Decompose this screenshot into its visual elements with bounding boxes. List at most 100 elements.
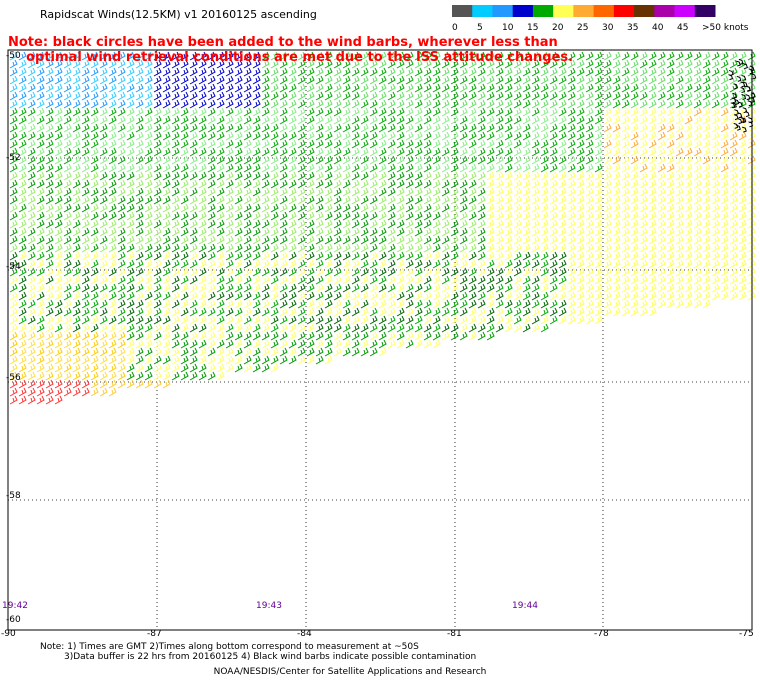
- wind-barb: [117, 235, 126, 245]
- wind-barb: [468, 91, 477, 101]
- wind-barb: [252, 67, 261, 77]
- wind-barb: [153, 163, 162, 173]
- wind-barb: [36, 131, 45, 141]
- wind-barb: [72, 163, 81, 173]
- wind-barb: [414, 267, 423, 277]
- wind-barb: [360, 123, 369, 133]
- wind-barb: [261, 91, 270, 101]
- wind-barb: [513, 299, 522, 309]
- wind-barb: [162, 227, 171, 237]
- wind-barb: [297, 219, 306, 229]
- wind-barb: [720, 147, 729, 157]
- wind-barb: [189, 299, 198, 309]
- wind-barb: [45, 227, 54, 237]
- wind-barb: [99, 163, 108, 173]
- wind-barb: [99, 387, 108, 397]
- wind-barb: [162, 259, 171, 269]
- wind-barb: [27, 75, 36, 85]
- wind-barb: [405, 299, 414, 309]
- wind-barb: [414, 163, 423, 173]
- wind-barb: [378, 235, 387, 245]
- wind-barb: [387, 235, 396, 245]
- wind-barb: [648, 59, 657, 69]
- wind-barb: [648, 179, 657, 189]
- wind-barb: [486, 195, 495, 205]
- wind-barb: [216, 315, 225, 325]
- wind-barb: [72, 131, 81, 141]
- wind-barb: [117, 195, 126, 205]
- wind-barb: [162, 75, 171, 85]
- wind-barb: [549, 139, 558, 149]
- wind-barb: [234, 75, 243, 85]
- wind-barb: [117, 267, 126, 277]
- wind-barb: [333, 235, 342, 245]
- wind-barb: [306, 299, 315, 309]
- wind-barb: [189, 139, 198, 149]
- legend-swatch: [613, 5, 635, 17]
- wind-barb: [387, 259, 396, 269]
- wind-barb: [549, 163, 558, 173]
- wind-barb: [432, 243, 441, 253]
- wind-barb: [603, 59, 612, 69]
- wind-barb: [324, 75, 333, 85]
- wind-barb: [72, 371, 81, 381]
- wind-barb: [450, 91, 459, 101]
- wind-barb: [396, 339, 405, 349]
- wind-barb: [153, 251, 162, 261]
- wind-barb: [405, 171, 414, 181]
- wind-barb: [243, 339, 252, 349]
- wind-barb: [189, 203, 198, 213]
- wind-barb: [315, 155, 324, 165]
- wind-barb: [27, 107, 36, 117]
- wind-barb: [666, 131, 675, 141]
- wind-barb: [612, 171, 621, 181]
- wind-barb: [522, 211, 531, 221]
- wind-barb: [567, 171, 576, 181]
- wind-barb: [216, 195, 225, 205]
- wind-barb: [90, 147, 99, 157]
- wind-barb: [657, 83, 666, 93]
- wind-barb: [99, 155, 108, 165]
- wind-barb: [297, 91, 306, 101]
- wind-barb: [189, 251, 198, 261]
- wind-barb: [126, 235, 135, 245]
- wind-barb: [234, 123, 243, 133]
- wind-barb: [342, 251, 351, 261]
- wind-barb: [378, 339, 387, 349]
- wind-barb: [648, 211, 657, 221]
- wind-barb: [441, 267, 450, 277]
- wind-barb: [693, 227, 702, 237]
- wind-barb: [63, 179, 72, 189]
- wind-barb: [189, 155, 198, 165]
- wind-barb: [252, 363, 261, 373]
- wind-barb: [180, 51, 189, 61]
- wind-barb: [261, 267, 270, 277]
- wind-barb: [45, 195, 54, 205]
- wind-barb: [333, 227, 342, 237]
- wind-barb: [522, 99, 531, 109]
- wind-barb: [270, 339, 279, 349]
- wind-barb: [81, 331, 90, 341]
- wind-barb: [621, 115, 630, 125]
- wind-barb: [270, 91, 279, 101]
- wind-barb: [468, 219, 477, 229]
- wind-barb: [117, 307, 126, 317]
- wind-barb: [243, 155, 252, 165]
- wind-barb: [45, 203, 54, 213]
- wind-barb: [189, 315, 198, 325]
- wind-barb: [549, 243, 558, 253]
- wind-barb: [693, 131, 702, 141]
- wind-barb: [126, 339, 135, 349]
- wind-barb: [675, 275, 684, 285]
- wind-barb: [675, 147, 684, 157]
- wind-barb: [702, 99, 711, 109]
- wind-barb: [117, 171, 126, 181]
- wind-barb: [270, 195, 279, 205]
- wind-barb: [108, 227, 117, 237]
- wind-barb: [198, 283, 207, 293]
- wind-barb: [468, 283, 477, 293]
- wind-barb: [207, 123, 216, 133]
- wind-barb: [162, 275, 171, 285]
- wind-barb: [405, 267, 414, 277]
- wind-barb: [27, 291, 36, 301]
